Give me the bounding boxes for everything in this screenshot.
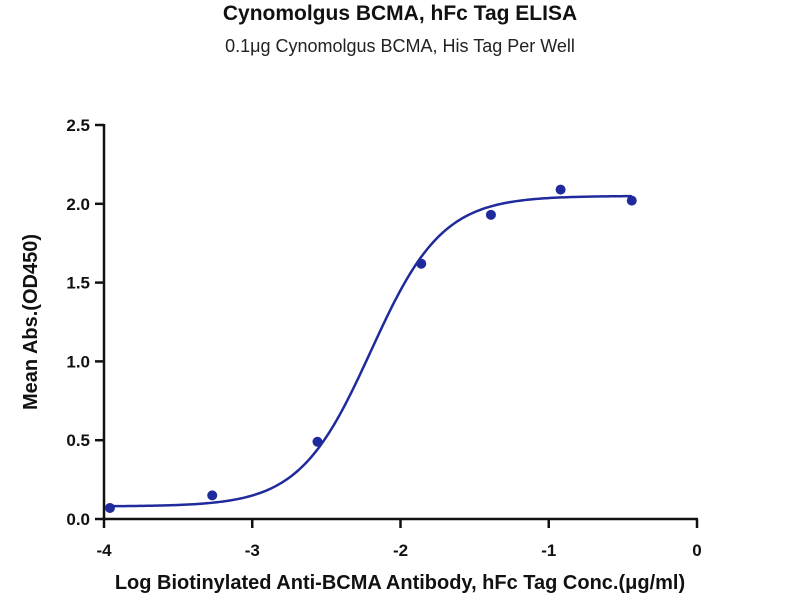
data-point [312, 436, 323, 447]
data-point [104, 502, 115, 513]
x-tick-label: 0 [692, 541, 701, 560]
y-tick-label: 0.5 [66, 431, 90, 450]
x-tick-label: -1 [541, 541, 556, 560]
x-axis-title: Log Biotinylated Anti-BCMA Antibody, hFc… [115, 572, 685, 594]
data-points-layer [104, 184, 637, 513]
chart-title: Cynomolgus BCMA, hFc Tag ELISA [222, 2, 578, 25]
data-point [485, 209, 496, 220]
x-tick-label: -4 [96, 541, 112, 560]
data-point [626, 195, 637, 206]
x-tick-label: -2 [393, 541, 408, 560]
fit-curve [109, 194, 632, 508]
y-tick-label: 2.0 [66, 195, 90, 214]
y-axis-title: Mean Abs.(OD450) [20, 234, 42, 410]
data-point [416, 258, 427, 269]
y-tick-label: 1.0 [66, 352, 90, 371]
x-tick-label: -3 [245, 541, 260, 560]
y-tick-label: 1.5 [66, 274, 90, 293]
data-point [555, 184, 566, 195]
fit-curve-layer [109, 194, 632, 508]
data-point [207, 490, 218, 501]
axes: 0.0 0.5 1.0 1.5 2.0 2.5 -4 -3 -2 -1 0 [66, 116, 701, 560]
y-tick-label: 0.0 [66, 510, 90, 529]
chart-subtitle: 0.1μg Cynomolgus BCMA, His Tag Per Well [225, 36, 575, 56]
y-tick-label: 2.5 [66, 116, 90, 135]
